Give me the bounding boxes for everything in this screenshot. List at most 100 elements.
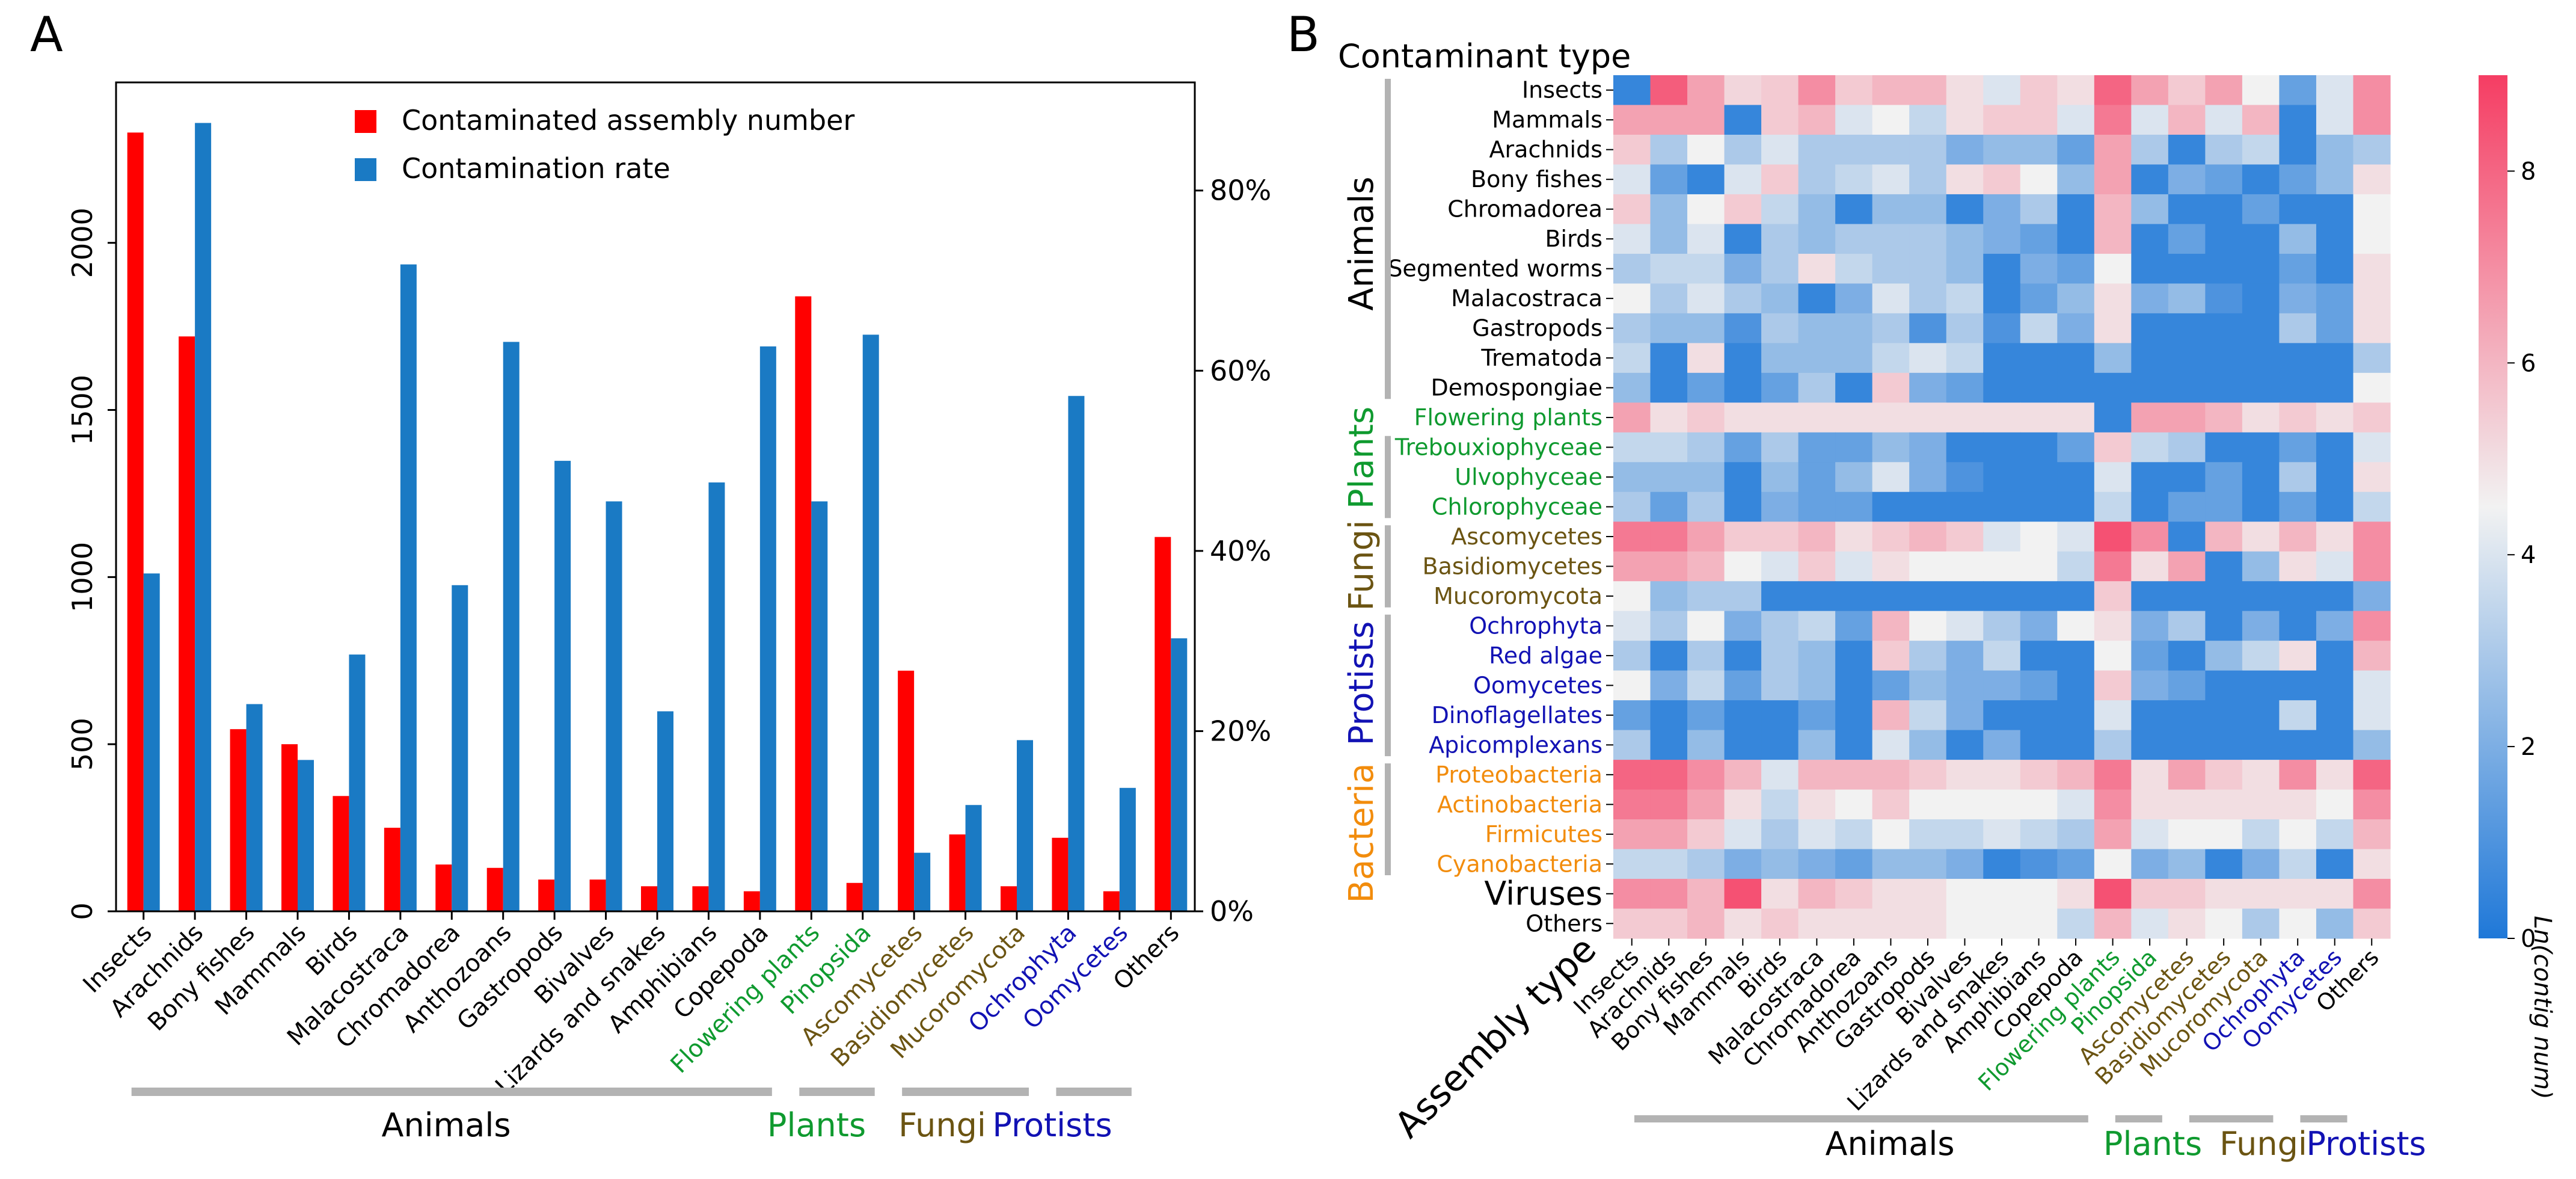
heatmap-cell-chromadorea-amphibians	[2020, 194, 2058, 225]
heatmap-cell-cyanobacteria-gastropods	[1909, 849, 1947, 879]
heatmap-cell-trematoda-flowering-plants	[2094, 343, 2132, 374]
heatmap-cell-dinoflagellates-birds	[1761, 700, 1799, 731]
heatmap-cell-proteobacteria-arachnids	[1650, 760, 1688, 790]
heatmap-cell-basidiomycetes-mammals	[1724, 551, 1762, 582]
heatmap-cell-insects-birds	[1761, 75, 1799, 106]
heatmap-cell-apicomplexans-ochrophyta	[2279, 730, 2317, 760]
heatmap-cell-gastropods-gastropods	[1909, 313, 1947, 343]
colorbar-tick-label: 8	[2521, 158, 2536, 185]
heatmap-cell-ulvophyceae-others	[2353, 462, 2391, 493]
heatmap-cell-others-amphibians	[2020, 908, 2058, 939]
heatmap-cell-apicomplexans-others	[2353, 730, 2391, 760]
bar-rate-arachnids	[195, 123, 212, 911]
heatmap-cell-demospongiae-flowering-plants	[2094, 372, 2132, 403]
heatmap-cell-red-algae-copepoda	[2057, 641, 2095, 671]
heatmap-cell-mucoromycota-bony-fishes	[1687, 581, 1725, 612]
heatmap-cell-oomycetes-arachnids	[1650, 670, 1688, 701]
heatmap-cell-chlorophyceae-gastropods	[1909, 491, 1947, 522]
heatmap-cell-insects-basidiomycetes	[2205, 75, 2243, 106]
heatmap-cell-insects-lizards-and-snakes	[1983, 75, 2021, 106]
bar-assembly-mucoromycota	[1001, 886, 1017, 911]
heatmap-cell-mucoromycota-oomycetes	[2316, 581, 2354, 612]
row-label-actinobacteria: Actinobacteria	[1437, 791, 1602, 817]
heatmap-cell-viruses-anthozoans	[1872, 879, 1910, 910]
heatmap-cell-mucoromycota-bivalves	[1946, 581, 1984, 612]
bar-assembly-insects	[127, 132, 144, 911]
ytick-left-label: 2000	[66, 208, 99, 278]
heatmap-cell-trematoda-ochrophyta	[2279, 343, 2317, 374]
heatmap-cell-demospongiae-ascomycetes	[2168, 372, 2206, 403]
heatmap-cell-chlorophyceae-copepoda	[2057, 491, 2095, 522]
heatmap-cell-actinobacteria-mucoromycota	[2242, 789, 2280, 820]
heatmap-cell-chlorophyceae-lizards-and-snakes	[1983, 491, 2021, 522]
heatmap-cell-trebouxiophyceae-pinopsida	[2131, 432, 2169, 463]
heatmap-cell-ulvophyceae-gastropods	[1909, 462, 1947, 493]
heatmap-cell-ulvophyceae-ascomycetes	[2168, 462, 2206, 493]
heatmap-cell-chromadorea-ochrophyta	[2279, 194, 2317, 225]
heatmap-cell-ascomycetes-others	[2353, 522, 2391, 552]
heatmap-cell-mammals-bivalves	[1946, 105, 1984, 135]
heatmap-cell-arachnids-others	[2353, 134, 2391, 165]
heatmap-cell-others-birds	[1761, 908, 1799, 939]
heatmap-cell-chromadorea-insects	[1613, 194, 1651, 225]
heatmap-cell-basidiomycetes-gastropods	[1909, 551, 1947, 582]
heatmap-cell-dinoflagellates-bony-fishes	[1687, 700, 1725, 731]
heatmap-cell-mammals-bony-fishes	[1687, 105, 1725, 135]
heatmap-cell-apicomplexans-anthozoans	[1872, 730, 1910, 760]
heatmap-cell-segmented-worms-flowering-plants	[2094, 253, 2132, 284]
heatmap-cell-mucoromycota-flowering-plants	[2094, 581, 2132, 612]
heatmap-cell-ulvophyceae-bony-fishes	[1687, 462, 1725, 493]
heatmap-cell-red-algae-lizards-and-snakes	[1983, 641, 2021, 671]
colorbar-label: Ln(contig num)	[2528, 916, 2556, 1099]
heatmap-cell-trematoda-lizards-and-snakes	[1983, 343, 2021, 374]
heatmap-cell-arachnids-pinopsida	[2131, 134, 2169, 165]
legend-swatch-assembly	[355, 110, 376, 133]
heatmap-cell-chlorophyceae-mucoromycota	[2242, 491, 2280, 522]
heatmap-cell-birds-oomycetes	[2316, 224, 2354, 254]
heatmap-cell-firmicutes-pinopsida	[2131, 819, 2169, 850]
heatmap-cell-segmented-worms-bivalves	[1946, 253, 1984, 284]
heatmap-cell-dinoflagellates-chromadorea	[1835, 700, 1873, 731]
heatmap-cell-dinoflagellates-basidiomycetes	[2205, 700, 2243, 731]
heatmap-cell-viruses-others	[2353, 879, 2391, 910]
bar-rate-mucoromycota	[1017, 740, 1033, 911]
heatmap-cell-cyanobacteria-bony-fishes	[1687, 849, 1725, 879]
heatmap-cell-flowering-plants-malacostraca	[1798, 402, 1836, 433]
heatmap-cell-actinobacteria-lizards-and-snakes	[1983, 789, 2021, 820]
heatmap-cell-proteobacteria-malacostraca	[1798, 760, 1836, 790]
heatmap-cell-ulvophyceae-mucoromycota	[2242, 462, 2280, 493]
heatmap-cell-red-algae-birds	[1761, 641, 1799, 671]
heatmap-cell-proteobacteria-birds	[1761, 760, 1799, 790]
bar-rate-copepoda	[759, 346, 776, 911]
heatmap-xlabel: Assembly type	[1387, 928, 1604, 1146]
heatmap-cell-insects-anthozoans	[1872, 75, 1910, 106]
bar-assembly-amphibians	[692, 886, 709, 911]
heatmap-cell-segmented-worms-birds	[1761, 253, 1799, 284]
heatmap-cell-apicomplexans-basidiomycetes	[2205, 730, 2243, 760]
heatmap-cell-trebouxiophyceae-flowering-plants	[2094, 432, 2132, 463]
heatmap-cell-malacostraca-lizards-and-snakes	[1983, 283, 2021, 314]
heatmap-cell-oomycetes-mucoromycota	[2242, 670, 2280, 701]
heatmap-cell-demospongiae-amphibians	[2020, 372, 2058, 403]
heatmap-cell-dinoflagellates-gastropods	[1909, 700, 1947, 731]
heatmap-cell-flowering-plants-basidiomycetes	[2205, 402, 2243, 433]
heatmap-cell-trematoda-gastropods	[1909, 343, 1947, 374]
heatmap-cell-trematoda-bony-fishes	[1687, 343, 1725, 374]
heatmap-cell-trebouxiophyceae-others	[2353, 432, 2391, 463]
heatmap-cell-malacostraca-ascomycetes	[2168, 283, 2206, 314]
heatmap-cell-malacostraca-pinopsida	[2131, 283, 2169, 314]
heatmap-cell-mammals-mucoromycota	[2242, 105, 2280, 135]
heatmap-cell-red-algae-bivalves	[1946, 641, 1984, 671]
heatmap-cell-trematoda-copepoda	[2057, 343, 2095, 374]
heatmap-cell-trebouxiophyceae-copepoda	[2057, 432, 2095, 463]
row-label-segmented-worms: Segmented worms	[1388, 256, 1602, 282]
heatmap-cell-actinobacteria-flowering-plants	[2094, 789, 2132, 820]
heatmap-cell-flowering-plants-mammals	[1724, 402, 1762, 433]
heatmap-cell-chromadorea-flowering-plants	[2094, 194, 2132, 225]
heatmap-cell-birds-insects	[1613, 224, 1651, 254]
heatmap-cell-viruses-arachnids	[1650, 879, 1688, 910]
row-label-firmicutes: Firmicutes	[1485, 821, 1602, 848]
heatmap-cell-basidiomycetes-lizards-and-snakes	[1983, 551, 2021, 582]
heatmap-cell-firmicutes-ascomycetes	[2168, 819, 2206, 850]
heatmap-cell-trebouxiophyceae-oomycetes	[2316, 432, 2354, 463]
